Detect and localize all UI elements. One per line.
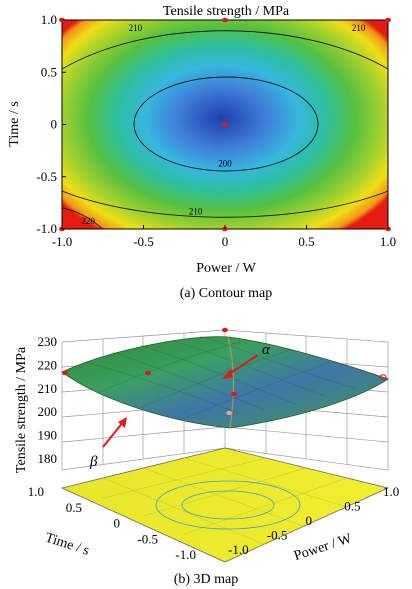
floor-grid [102,457,348,546]
beta-label: β [89,454,98,470]
surface-power-tick-label: -0.5 [267,528,288,543]
contour-y-tick-label: -0.5 [36,169,57,184]
contour-y-tick-label: 0 [51,117,58,132]
surface-z-tick-label: 220 [38,357,58,372]
contour-y-label: Time / s [7,101,22,146]
surface-z-tick-label: 200 [38,404,58,419]
surface-time-label: Time / s [43,531,91,559]
surface-power-tick-label: 0.5 [344,499,360,514]
floor-contour-inner [181,490,275,520]
surface-panel: α β 230 220 210 200 190 180 1.0 0.5 0 -0.5 -1.0 -… [14,327,399,587]
contour-line-210-bottom [62,190,388,218]
surface-time-ticks: 1.0 0.5 0 -0.5 -1.0 [28,484,196,562]
alpha-annotation: α [222,342,271,379]
contour-level-label: 210 [189,207,203,217]
surface-z-tick-label: 210 [38,381,58,396]
surface-power-label: Power / W [292,531,354,564]
contour-level-label: 220 [81,216,95,226]
design-points [59,17,391,232]
contour-x-label: Power / W [196,261,256,276]
design-point [385,17,391,23]
contour-caption: (a) Contour map [180,286,273,301]
surface-caption: (b) 3D map [174,572,239,587]
surface-z-tick-label: 230 [38,334,58,349]
surface-point [379,374,387,380]
contour-line-200 [133,76,319,172]
beta-arrow [102,420,125,448]
contour-x-tick-label: 0.5 [298,234,314,249]
contour-y-tick-label: 0.5 [41,64,57,79]
contour-labels: 210 210 200 210 220 [81,23,366,226]
surface-time-tick-label: -1.0 [175,547,196,562]
surface-point [222,327,228,333]
surface-power-ticks: -1.0 -0.5 0 0.5 1.0 [228,484,399,557]
surface-time-tick-label: 0 [114,516,121,531]
surface-z-ticks: 230 220 210 200 190 180 [38,334,58,466]
contour-y-tick-label: -1.0 [36,221,57,236]
design-point [222,17,228,23]
contour-title: Tensile strength / MPa [163,4,290,19]
surface-point [226,411,232,415]
contour-panel: Tensile strength / MPa 210 210 200 210 220 -… [7,4,396,301]
contour-x-tick-label: -1.0 [52,234,73,249]
surface-ridge [227,336,235,429]
alpha-label: α [262,342,271,358]
contour-line-210-top [62,30,388,70]
surface-time-tick-label: 0.5 [66,500,82,515]
contour-level-label: 210 [352,23,366,33]
surface-power-tick-label: 0 [306,513,313,528]
surface-floor [60,447,390,563]
contour-x-tick-label: -0.5 [133,234,154,249]
floor-contour-outer [155,480,301,530]
beta-arrowhead [118,417,127,428]
contour-line-220 [62,207,103,229]
alpha-arrowhead [222,369,233,379]
contour-x-ticks: -1.0 -0.5 0 0.5 1.0 [52,225,396,249]
surface-z-tick-label: 190 [38,428,58,443]
contour-level-label: 200 [218,159,232,169]
beta-annotation: β [89,417,127,470]
contour-level-label: 210 [129,23,143,33]
surface-power-tick-label: -1.0 [228,542,249,557]
contour-x-tick-label: 1.0 [380,234,396,249]
surface-point [62,370,68,376]
surface-point [231,391,237,397]
contour-y-ticks: 1.0 0.5 0 -0.5 -1.0 [36,12,66,236]
surface-design-points [62,327,387,415]
contour-x-tick-label: 0 [222,234,229,249]
surface-mesh [61,336,389,429]
surface-time-tick-label: -0.5 [137,531,158,546]
surface-z-label: Tensile strength / MPa [14,346,29,473]
surface-wireframe [85,335,356,421]
surface-time-tick-label: 1.0 [28,484,44,499]
surface-power-tick-label: 1.0 [383,484,399,499]
surface-point [145,370,151,376]
surface-z-tick-label: 180 [38,451,58,466]
design-point [222,122,228,127]
contour-y-tick-label: 1.0 [41,12,57,27]
